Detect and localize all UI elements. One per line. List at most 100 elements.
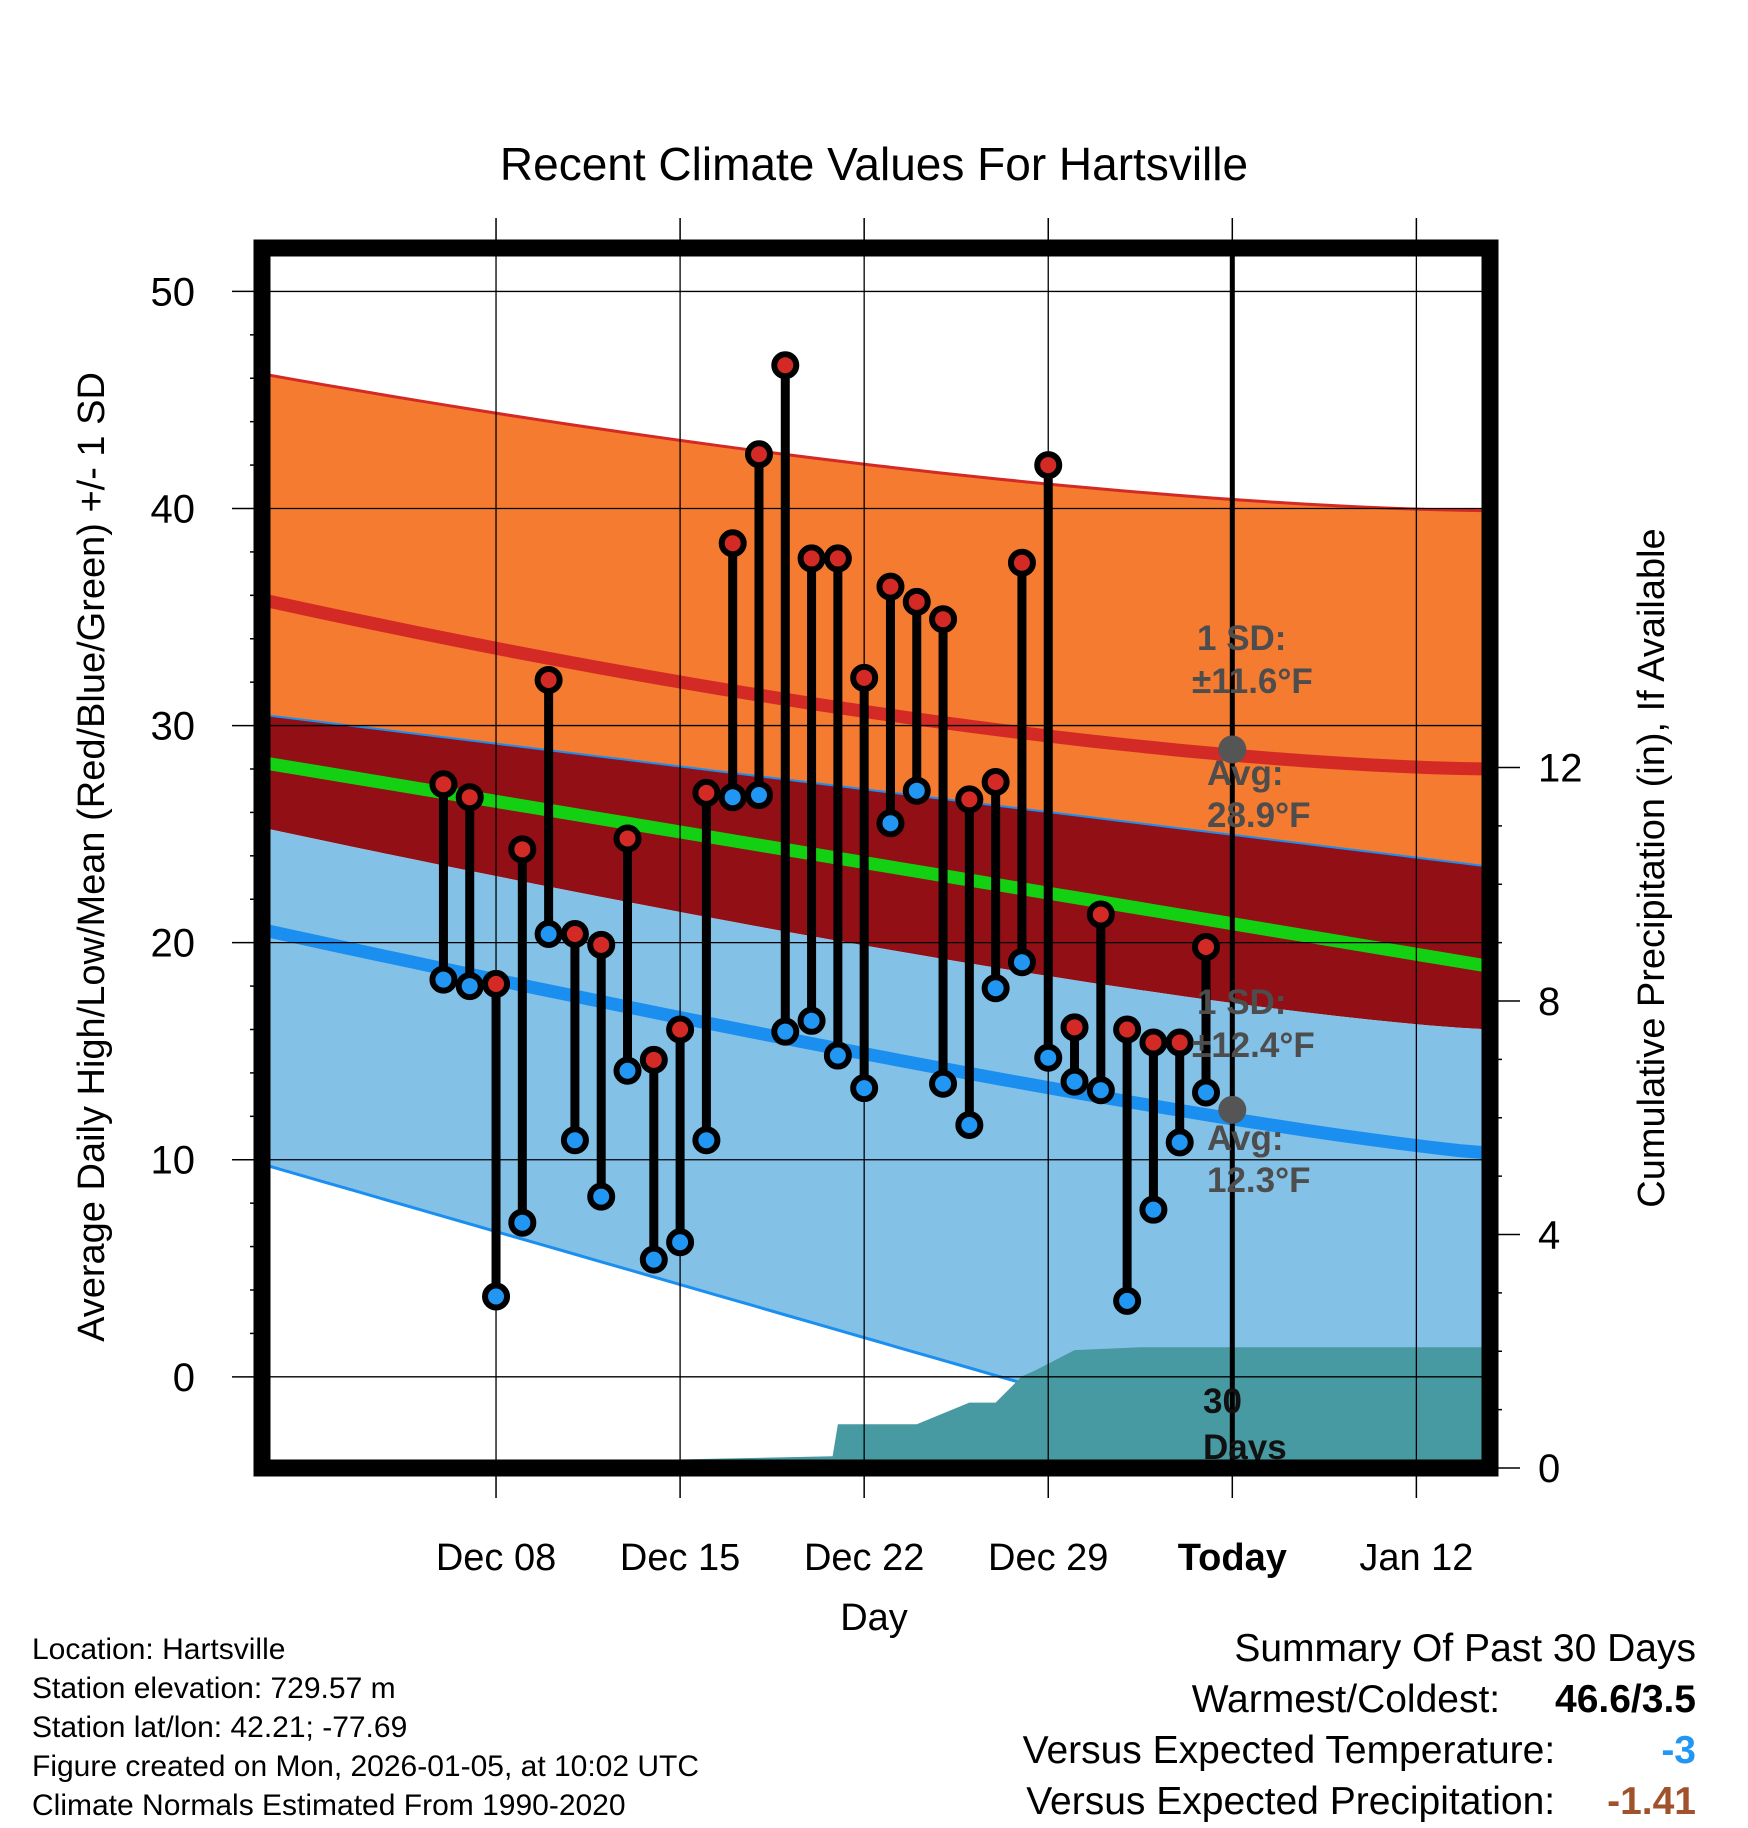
y2-tick-label: 8 [1538,980,1560,1024]
normal-high-line [262,593,1490,776]
low-sd-value: ±12.4°F [1192,1026,1315,1065]
low-point [482,1282,511,1311]
low-point [771,1017,800,1046]
precip-vs-expected-label: Versus Expected Precipitation: [1026,1780,1556,1823]
high-sd-label: 1 SD: [1197,619,1286,658]
low-point [1113,1286,1142,1315]
low-point [744,781,773,810]
x-tick-label: Dec 08 [436,1537,556,1579]
summary-temp: Versus Expected Temperature: -3 [1023,1725,1696,1776]
low-point [955,1111,984,1140]
normals-text: Climate Normals Estimated From 1990-2020 [32,1789,626,1822]
y-tick-label: 0 [173,1356,195,1400]
low-point [1060,1067,1089,1096]
summary-title: Summary Of Past 30 Days [1234,1627,1696,1670]
high-point [534,665,563,694]
high-point [1007,548,1036,577]
low-point [1139,1195,1168,1224]
high-point [955,785,984,814]
low-point [718,783,747,812]
y2-tick-labels: 0 4 8 12 [1538,747,1583,1491]
high-point [1165,1028,1194,1057]
y-axis-label: Average Daily High/Low/Mean (Red/Blue/Gr… [71,372,113,1342]
high-point [613,824,642,853]
low-upper-sd-line [262,713,1490,868]
high-point [876,572,905,601]
high-upper-sd-line [262,372,1490,513]
low-point [560,1126,589,1155]
high-point [929,605,958,634]
high-point [718,529,747,558]
latlon-text: Station lat/lon: 42.21; -77.69 [32,1711,408,1744]
low-point [455,972,484,1001]
summary-warm-cold: Warmest/Coldest: 46.6/3.5 [1023,1674,1696,1725]
low-avg-value: 12.3°F [1207,1161,1311,1200]
high-point [797,544,826,573]
high-point [823,544,852,573]
low-point [981,974,1010,1003]
created-text: Figure created on Mon, 2026-01-05, at 10… [32,1750,700,1783]
low-point [613,1056,642,1085]
high-point [692,778,721,807]
high-point [981,768,1010,797]
high-point [771,351,800,380]
high-point [1139,1028,1168,1057]
x-tick-label: Dec 29 [988,1537,1108,1579]
low-point [1192,1078,1221,1107]
y-tick-label: 10 [151,1139,196,1183]
precip-days-number: 30 [1203,1382,1242,1421]
y-tick-label: 30 [151,705,196,749]
high-point [1086,900,1115,929]
high-point [455,783,484,812]
high-point [1192,933,1221,962]
elevation-text: Station elevation: 729.57 m [32,1672,396,1705]
low-point [823,1041,852,1070]
high-point [850,663,879,692]
high-point [1113,1015,1142,1044]
low-point [1034,1043,1063,1072]
summary-precip: Versus Expected Precipitation: -1.41 [1023,1776,1696,1827]
station-info: Location: Hartsville Station elevation: … [32,1630,699,1825]
x-tick-label: Dec 22 [804,1537,924,1579]
mid-band [262,714,1490,1030]
y-tick-label: 20 [151,922,196,966]
low-point [850,1074,879,1103]
low-sd-band [262,827,1490,1468]
high-point [902,587,931,616]
y2-tick-label: 4 [1538,1214,1560,1258]
low-point [797,1006,826,1035]
chart-title: Recent Climate Values For Hartsville [500,138,1248,190]
low-point [429,965,458,994]
low-point [534,919,563,948]
low-point [1007,948,1036,977]
high-point [482,969,511,998]
y2-axis-label: Cumulative Precipitation (in), If Availa… [1631,528,1673,1207]
x-axis-label: Day [840,1597,908,1639]
x-tick-label: Dec 15 [620,1537,740,1579]
daily-marks [429,351,1221,1315]
y2-tick-label: 12 [1538,747,1583,791]
low-point [692,1126,721,1155]
low-point [666,1228,695,1257]
temp-vs-expected-value: -3 [1661,1729,1696,1772]
low-point [876,809,905,838]
precip-vs-expected-value: -1.41 [1607,1780,1696,1823]
low-point [587,1182,616,1211]
low-point [1086,1076,1115,1105]
low-point [1165,1128,1194,1157]
plot-frame [253,239,1499,1477]
normal-labels: 1 SD: ±11.6°F Avg: 28.9°F 1 SD: ±12.4°F … [1192,619,1315,1200]
temp-vs-expected-label: Versus Expected Temperature: [1022,1729,1556,1772]
high-point [1034,451,1063,480]
warm-cold-label: Warmest/Coldest: [1191,1678,1501,1721]
low-point [508,1208,537,1237]
high-point [429,770,458,799]
low-avg-today-marker [1218,1095,1247,1124]
low-avg-label: Avg: [1207,1119,1283,1158]
high-avg-value: 28.9°F [1207,796,1311,835]
precipitation-area [262,1347,1490,1468]
high-avg-today-marker [1218,735,1247,764]
high-point [560,919,589,948]
y-tick-labels: 0 10 20 30 40 50 [151,270,196,1399]
